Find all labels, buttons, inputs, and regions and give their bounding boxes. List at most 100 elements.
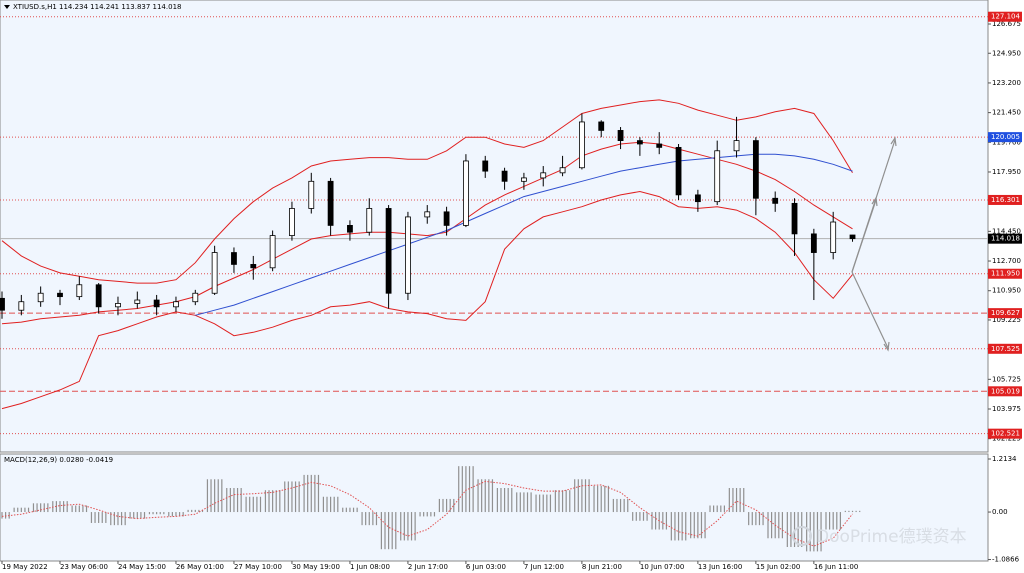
candle-body bbox=[424, 211, 431, 218]
candle-body bbox=[579, 121, 585, 169]
candle-body bbox=[115, 303, 121, 308]
price-level-box bbox=[988, 233, 1022, 244]
candle-body bbox=[482, 160, 489, 172]
y-tick-label: 124.950 bbox=[992, 49, 1021, 57]
candle-body bbox=[18, 301, 25, 311]
candle-body bbox=[385, 208, 392, 294]
candle-body bbox=[250, 264, 257, 269]
candle-body bbox=[656, 143, 663, 148]
price-level-box bbox=[988, 132, 1022, 143]
candle-body bbox=[192, 292, 199, 303]
x-tick-label: 2 Jun 17:00 bbox=[408, 563, 448, 571]
y-tick-label: 0.00 bbox=[992, 508, 1008, 516]
price-level-box bbox=[988, 11, 1022, 22]
candle-body bbox=[327, 180, 334, 226]
main-panel bbox=[0, 0, 989, 453]
forecast-arrows bbox=[851, 136, 897, 352]
candle-body bbox=[617, 130, 624, 142]
x-tick-label: 10 Jun 07:00 bbox=[640, 563, 684, 571]
x-tick-label: 1 Jun 08:00 bbox=[350, 563, 390, 571]
y-tick-label: 112.700 bbox=[992, 257, 1021, 265]
x-tick-label: 27 May 10:00 bbox=[234, 563, 282, 571]
x-tick-label: 6 Jun 03:00 bbox=[466, 563, 506, 571]
indicator-line bbox=[195, 153, 853, 316]
candle-body bbox=[791, 202, 798, 235]
menu-arrow bbox=[4, 5, 10, 9]
price-level-label: 109.627 bbox=[991, 309, 1020, 317]
indicator-line bbox=[1, 190, 853, 410]
candle-body bbox=[173, 301, 179, 308]
price-level-label: 120.005 bbox=[991, 133, 1020, 141]
y-tick-label: 121.450 bbox=[992, 109, 1021, 117]
candle-body bbox=[733, 140, 740, 152]
price-level-label: 114.018 bbox=[991, 235, 1020, 243]
y-tick-label: 102.225 bbox=[992, 435, 1021, 443]
y-tick-label: 1.2134 bbox=[992, 455, 1017, 463]
x-tick-label: 23 May 06:00 bbox=[60, 563, 108, 571]
y-tick-label: 103.975 bbox=[992, 405, 1021, 413]
candle-body bbox=[308, 180, 315, 209]
candle-body bbox=[772, 197, 779, 204]
x-tick-label: 13 Jun 16:00 bbox=[698, 563, 742, 571]
plot-layer: 126.675 124.950 123.200 121.450 119.700 117.9… bbox=[0, 11, 1022, 571]
candle-body bbox=[830, 221, 837, 253]
candle-body bbox=[463, 160, 469, 226]
indicator-line bbox=[1, 99, 853, 284]
candle-body bbox=[443, 211, 450, 226]
x-tick-label: 7 Jun 12:00 bbox=[524, 563, 564, 571]
price-level-label: 127.104 bbox=[991, 13, 1020, 21]
candle-body bbox=[559, 167, 566, 174]
candle-body bbox=[540, 172, 547, 179]
candle-body bbox=[37, 292, 44, 303]
candle-body bbox=[347, 225, 353, 233]
y-tick-label: 119.700 bbox=[992, 138, 1021, 146]
candle-body bbox=[810, 233, 817, 253]
y-tick-label: 126.675 bbox=[992, 20, 1021, 28]
candle-body bbox=[366, 208, 373, 233]
x-tick-label: 16 Jun 11:00 bbox=[814, 563, 858, 571]
candle-body bbox=[231, 252, 237, 265]
candle-body bbox=[0, 297, 5, 311]
x-tick-label: 30 May 19:00 bbox=[292, 563, 340, 571]
x-tick-label: 15 Jun 02:00 bbox=[756, 563, 800, 571]
candle-body bbox=[57, 292, 63, 298]
macd-panel bbox=[0, 453, 989, 562]
price-level-label: 102.521 bbox=[991, 430, 1020, 438]
candle-body bbox=[752, 140, 759, 199]
candle-body bbox=[405, 216, 411, 294]
x-tick-label: 26 May 01:00 bbox=[176, 563, 224, 571]
watermark: DooPrime德璞资本 bbox=[816, 527, 967, 547]
candle-body bbox=[134, 299, 141, 304]
price-level-label: 107.525 bbox=[991, 345, 1020, 353]
candle-body bbox=[521, 177, 527, 182]
x-tick-label: 19 May 2022 bbox=[2, 563, 48, 571]
candle-body bbox=[153, 299, 160, 308]
candle-body bbox=[849, 234, 856, 240]
candle-body bbox=[598, 121, 605, 131]
macd-title: MACD(12,26,9) 0.0280 -0.0419 bbox=[4, 456, 113, 464]
x-tick-label: 8 Jun 21:00 bbox=[582, 563, 622, 571]
watermark-icon bbox=[792, 526, 812, 546]
candle-body bbox=[76, 284, 83, 298]
price-level-box bbox=[988, 268, 1022, 279]
price-level-box bbox=[988, 343, 1022, 354]
price-level-box bbox=[988, 428, 1022, 439]
candle-body bbox=[269, 235, 276, 269]
candle-body bbox=[289, 208, 295, 236]
chart-title: XTIUSD.s,H1 114.234 114.241 113.837 114.… bbox=[13, 3, 181, 11]
y-tick-label: 114.450 bbox=[992, 227, 1021, 235]
price-level-label: 116.301 bbox=[991, 196, 1020, 204]
y-tick-label: 123.200 bbox=[992, 79, 1021, 87]
candle-body bbox=[95, 284, 102, 308]
price-level-box bbox=[988, 308, 1022, 319]
y-tick-label: 105.725 bbox=[992, 375, 1021, 383]
price-level-box bbox=[988, 386, 1022, 397]
price-level-label: 111.950 bbox=[991, 270, 1020, 278]
indicator-line bbox=[1, 141, 853, 325]
price-level-box bbox=[988, 194, 1022, 205]
candle-body bbox=[501, 170, 508, 182]
y-tick-label: -1.0866 bbox=[992, 556, 1020, 564]
candle-body bbox=[694, 194, 701, 203]
candle-body bbox=[636, 140, 643, 145]
